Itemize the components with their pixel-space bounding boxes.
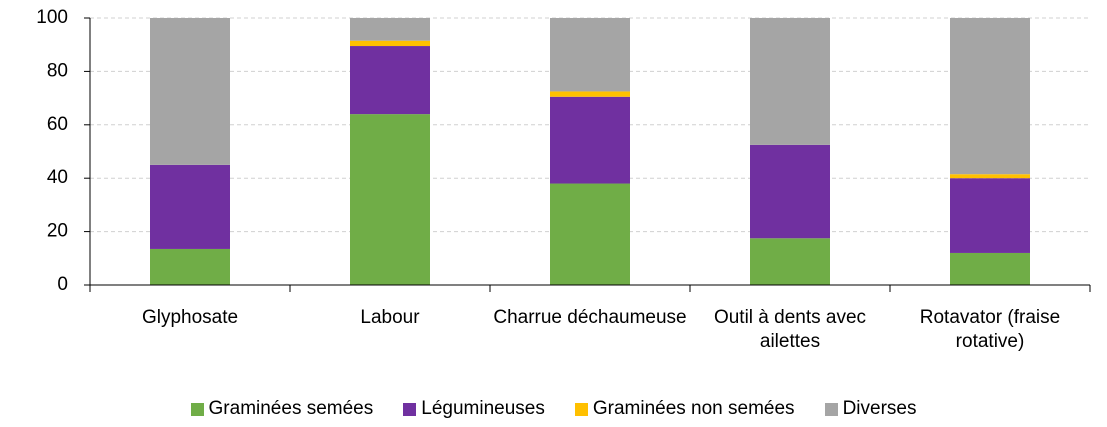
x-tick-label: Charrue déchaumeuse [493,307,687,328]
bar-segment [550,96,630,184]
legend-label: Graminées semées [208,398,374,419]
legend-swatch [403,402,417,416]
x-tick-label: Labour [360,307,420,328]
bar-segment [150,164,230,249]
bar-segment [150,248,230,285]
bar-segment [950,174,1030,179]
legend-label: Diverses [842,398,917,419]
bar-segment [950,178,1030,253]
legend-label: Graminées non semées [592,398,795,419]
bar-segment [150,18,230,165]
legend-swatch [190,402,204,416]
bar-segment [750,144,830,239]
y-tick-label: 100 [36,7,68,28]
y-tick-label: 60 [47,114,68,135]
legend-item: Légumineuses [403,398,545,420]
x-tick-label: Glyphosate [141,307,239,328]
bar-segment [550,18,630,92]
y-tick-label: 20 [47,221,68,242]
legend-item: Graminées semées [190,398,374,420]
bar-segment [550,91,630,97]
legend-swatch [574,402,588,416]
bar-segment [950,18,1030,175]
bar-segment [350,114,430,286]
y-tick-label: 0 [57,274,68,295]
legend-item: Diverses [824,398,917,420]
bar-segment [550,183,630,285]
bar-segment [350,46,430,115]
y-tick-label: 40 [47,167,68,188]
y-tick-label: 80 [47,60,68,81]
legend-label: Légumineuses [421,398,545,419]
bar-segment [950,252,1030,285]
legend-item: Graminées non semées [574,398,795,420]
legend-swatch [824,402,838,416]
bar-segment [750,238,830,285]
legend: Graminées semées Légumineuses Graminées no… [0,398,1107,420]
bar-segment [750,18,830,145]
x-tick-label: Outil à dents avec ailettes [713,307,867,352]
bar-segment [350,40,430,47]
x-tick-label: Rotavator (fraise rotative) [919,307,1061,352]
bar-segment [350,18,430,41]
